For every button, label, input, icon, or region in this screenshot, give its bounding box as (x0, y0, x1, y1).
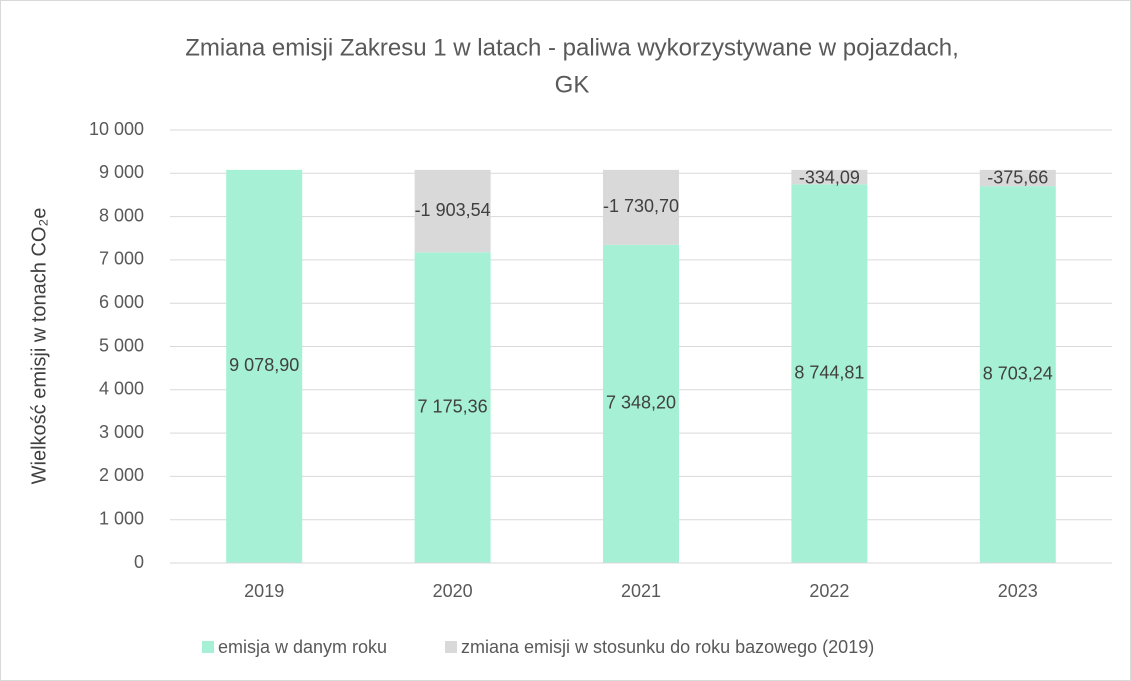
value-label: -1 730,70 (603, 196, 679, 216)
value-label: 7 348,20 (606, 393, 676, 413)
legend-swatch (202, 641, 214, 653)
chart-title: GK (555, 71, 590, 98)
x-tick-label: 2020 (433, 581, 473, 601)
value-label: -375,66 (987, 168, 1048, 188)
value-label: -334,09 (799, 168, 860, 188)
bar (791, 169, 868, 185)
bar (226, 169, 303, 563)
y-tick-label: 9 000 (99, 162, 144, 182)
legend-swatch (445, 641, 457, 653)
x-tick-label: 2023 (998, 581, 1038, 601)
y-tick-label: 1 000 (99, 508, 144, 528)
y-tick-label: 3 000 (99, 422, 144, 442)
bar (791, 184, 868, 563)
value-label: 9 078,90 (229, 355, 299, 375)
y-tick-label: 8 000 (99, 205, 144, 225)
value-label: 8 744,81 (794, 362, 864, 382)
y-tick-label: 7 000 (99, 249, 144, 269)
y-tick-label: 5 000 (99, 335, 144, 355)
chart-title: Zmiana emisji Zakresu 1 w latach - paliw… (185, 34, 959, 61)
value-label: 8 703,24 (983, 363, 1053, 383)
bar (979, 186, 1056, 563)
bar (979, 169, 1056, 187)
x-tick-label: 2021 (621, 581, 661, 601)
y-tick-label: 10 000 (89, 119, 144, 139)
bar (603, 169, 679, 245)
y-tick-label: 6 000 (99, 292, 144, 312)
y-tick-label: 4 000 (99, 379, 144, 399)
x-tick-label: 2019 (244, 581, 284, 601)
x-tick-label: 2022 (809, 581, 849, 601)
legend-label: emisja w danym roku (218, 637, 387, 657)
bar (603, 244, 679, 563)
y-tick-label: 0 (134, 552, 144, 572)
bar (414, 252, 491, 563)
value-label: 7 175,36 (418, 396, 488, 416)
y-tick-label: 2 000 (99, 465, 144, 485)
bar (414, 169, 491, 253)
value-label: -1 903,54 (415, 200, 491, 220)
legend-label: zmiana emisji w stosunku do roku bazoweg… (461, 637, 874, 657)
y-axis-label: Wielkość emisji w tonach CO₂e (28, 208, 50, 485)
